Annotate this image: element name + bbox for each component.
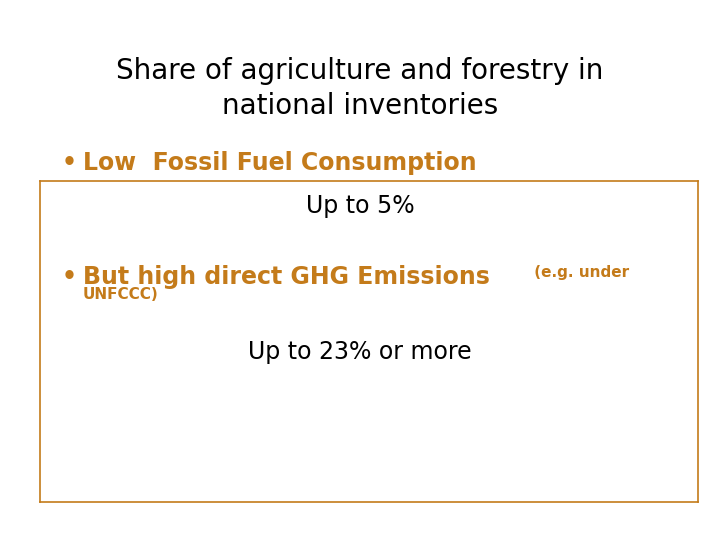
Text: Low  Fossil Fuel Consumption: Low Fossil Fuel Consumption [83,151,477,175]
Text: (e.g. under: (e.g. under [529,265,629,280]
Text: Up to 23% or more: Up to 23% or more [248,340,472,364]
Text: But high direct GHG Emissions: But high direct GHG Emissions [83,265,490,288]
Text: Up to 5%: Up to 5% [306,194,414,218]
Text: •: • [61,151,76,175]
Text: •: • [61,265,76,288]
Text: UNFCCC): UNFCCC) [83,287,158,302]
Text: Share of agriculture and forestry in
national inventories: Share of agriculture and forestry in nat… [117,57,603,120]
